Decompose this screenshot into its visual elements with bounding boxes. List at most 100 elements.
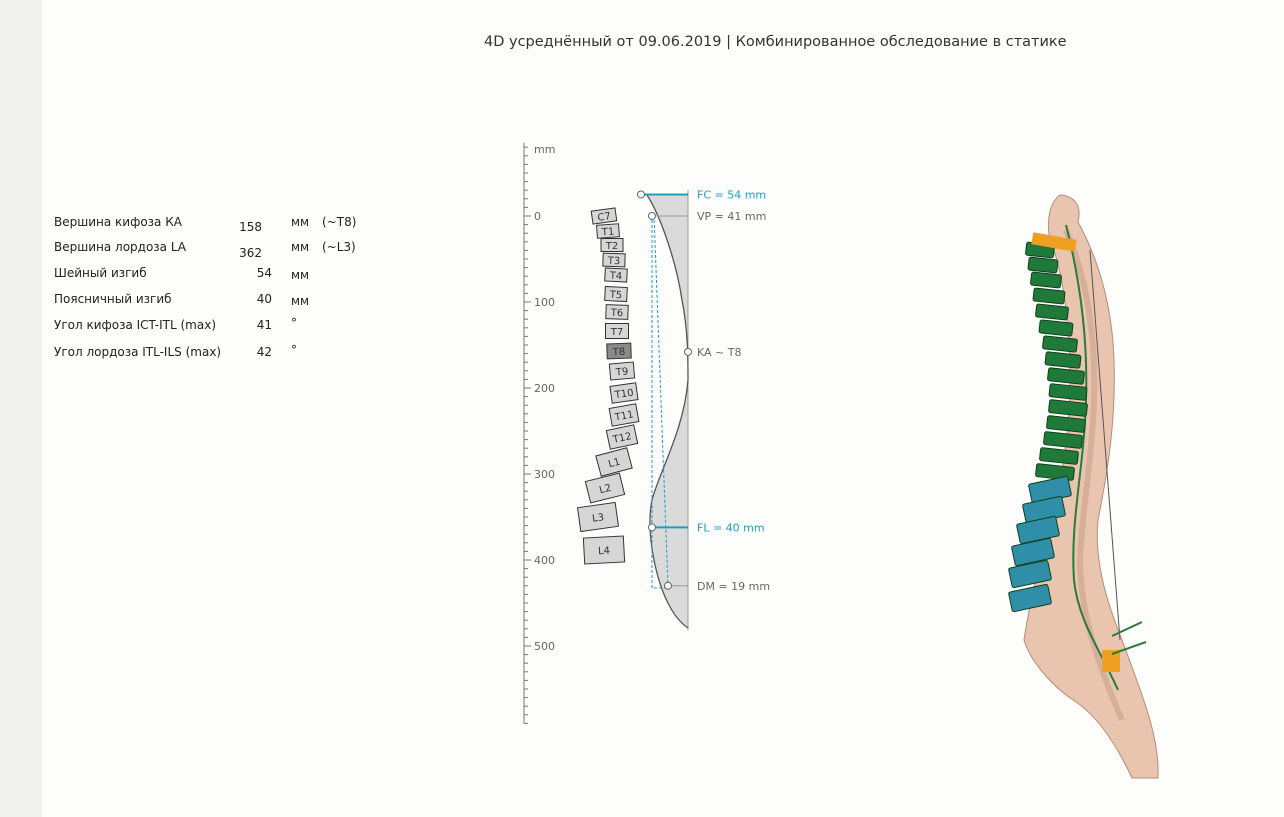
vertebra-column: C7 T1 T2 T3 T4 T5 T6 T7 T8 T9 T10 T11 T12 L1 L2 L3 L4 (576, 207, 640, 565)
thoracic-vertebra-model (1032, 287, 1066, 305)
vertebra-label: T6 (610, 308, 624, 319)
pelvis-vector (1111, 621, 1143, 637)
vertebra-body (584, 472, 626, 504)
page-title: 4D усреднённый от 09.06.2019 | Комбиниро… (484, 34, 1067, 50)
thoracic-vertebra-model (1038, 319, 1074, 337)
pelvis-vector (1111, 641, 1147, 655)
thoracic-vertebra-model (1048, 383, 1088, 401)
vertebra: T10 (609, 382, 639, 404)
vertebra-label: L1 (607, 457, 621, 471)
thoracic-vertebra-model (1027, 256, 1059, 274)
vertebra-body (595, 447, 633, 477)
thoracic-vertebra-model (1035, 303, 1069, 321)
vertebra-label: T4 (608, 271, 622, 283)
thoracic-vertebra-model (1039, 447, 1079, 465)
vertebra-body (604, 285, 628, 303)
vertebra: T8 (606, 342, 632, 360)
marker-label: DM = 19 mm (697, 580, 770, 593)
metric-value: 40 (256, 292, 272, 306)
axis-tick-label: 0 (534, 210, 541, 223)
thoracic-vertebra-model (1047, 367, 1085, 385)
metric-note: (~T8) (322, 215, 357, 229)
vertebra-label: T9 (614, 366, 628, 378)
vertebra-body (600, 238, 624, 252)
vertebra-label: C7 (597, 211, 612, 224)
sagittal-profile (646, 190, 689, 630)
vertebra-models (1008, 241, 1088, 613)
vertebra-body (582, 535, 626, 565)
vertebra-label: L2 (598, 483, 612, 497)
thoracic-vertebra-model (1046, 415, 1086, 433)
vertebra: L3 (576, 501, 620, 533)
marker-point (664, 581, 672, 590)
axis-tick-label: 100 (534, 296, 555, 309)
vertebra-body (609, 382, 639, 404)
marker-label: KA ~ T8 (697, 346, 741, 359)
vertebra-body (576, 501, 620, 533)
vertebra: T5 (604, 285, 628, 303)
axis-tick-label: 200 (534, 382, 555, 395)
metric-unit: мм (291, 215, 310, 229)
metric-unit: мм (291, 268, 310, 282)
metric-value: 158 (239, 220, 262, 234)
vertebra: T11 (608, 403, 640, 427)
metric-label: Вершина лордоза LA (54, 240, 187, 254)
thoracic-vertebra-model (1043, 431, 1083, 449)
vertebra-label: T3 (607, 256, 621, 267)
vertebra-body (602, 252, 626, 268)
metric-unit: ° (291, 343, 297, 357)
vertebra-label: L4 (598, 546, 610, 558)
vertebra-body (608, 361, 636, 381)
metric-label: Вершина кифоза КА (54, 215, 182, 229)
metric-label: Угол лордоза ITL-ILS (max) (54, 345, 222, 359)
page-edge (0, 0, 42, 817)
thoracic-vertebra-model (1044, 351, 1082, 369)
metric-unit: мм (291, 240, 310, 254)
marker-point (684, 347, 692, 356)
vertebra-body (605, 323, 629, 339)
vertebra-body (596, 223, 620, 239)
thoracic-vertebra-model (1030, 271, 1062, 289)
metric-value: 362 (239, 246, 262, 260)
metric-label: Шейный изгиб (54, 266, 147, 280)
vertebra-label: T8 (612, 347, 626, 358)
vertebra: L4 (582, 535, 626, 565)
vertebra-label: T7 (610, 327, 623, 338)
profile-curve (646, 194, 689, 629)
profile-markers: FC = 54 mm VP = 41 mm KA ~ T8 FL = 40 mm DM … (637, 189, 770, 593)
marker-label: FL = 40 mm (697, 521, 765, 534)
vertebra-body (606, 342, 632, 360)
lumbar-vertebra-model (1011, 537, 1055, 567)
vertebra: T9 (608, 361, 636, 381)
metric-value: 54 (256, 266, 272, 280)
vertebra-body (604, 267, 628, 283)
metric-label: Поясничный изгиб (54, 292, 172, 306)
vertebra-label: L3 (592, 512, 605, 525)
axis-tick-label: 400 (534, 554, 555, 567)
vertebra: L2 (584, 472, 626, 504)
vertebra-body (590, 207, 618, 225)
vertebra-label: T2 (605, 241, 618, 252)
vertebra: T1 (596, 223, 620, 239)
vertebra-label: T12 (611, 431, 633, 446)
profile-line (1065, 224, 1119, 691)
depth-axis: mm 0 100 200 300 400 500 (523, 142, 555, 724)
vertebra-label: T5 (608, 290, 622, 302)
thoracic-vertebra-model (1048, 399, 1088, 417)
metric-note: (~L3) (322, 240, 356, 254)
vertebra: T3 (602, 252, 626, 268)
metric-value: 41 (256, 318, 272, 332)
vertebra-label: T1 (600, 227, 614, 239)
marker-point (648, 212, 656, 220)
marker-label: VP = 41 mm (697, 210, 766, 223)
profile-fill (647, 195, 688, 628)
marker-point (637, 190, 645, 199)
plumb-line (1089, 249, 1121, 641)
marker-point (648, 523, 656, 532)
vertebra: T12 (605, 424, 639, 450)
cervical-marker (1031, 232, 1077, 252)
axis-tick-label: 300 (534, 468, 555, 481)
vertebra: T4 (604, 267, 628, 283)
